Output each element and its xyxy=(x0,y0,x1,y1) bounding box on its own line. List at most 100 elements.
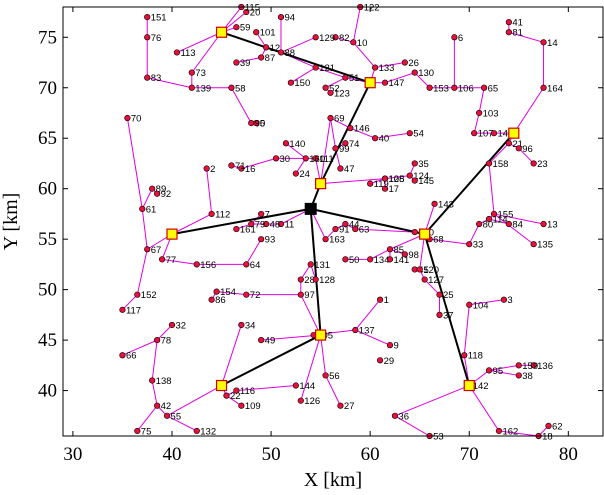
node-label: 56 xyxy=(329,371,340,382)
node-label: 66 xyxy=(126,351,137,362)
node-label: 21 xyxy=(512,139,523,150)
node-marker xyxy=(168,321,176,329)
branch-edge xyxy=(355,329,391,346)
branch-edge xyxy=(424,279,440,296)
node-label: 89 xyxy=(156,184,167,195)
branch-edge xyxy=(350,127,376,139)
node-marker xyxy=(233,59,240,66)
x-tick-label: 80 xyxy=(559,444,578,465)
node-label: 71 xyxy=(235,161,246,172)
node-label: 96 xyxy=(522,144,533,155)
node-marker xyxy=(540,220,547,228)
node-label: 85 xyxy=(393,245,404,256)
node-label: 104 xyxy=(473,300,489,311)
node-marker xyxy=(233,387,240,394)
y-tick-label: 50 xyxy=(38,280,57,301)
node-marker xyxy=(342,140,349,147)
branch-edge xyxy=(126,117,143,209)
node-marker xyxy=(451,34,458,41)
node-marker xyxy=(188,69,195,76)
node-label: 115 xyxy=(245,3,260,14)
branch-edge xyxy=(468,385,500,432)
node-label: 156 xyxy=(200,260,216,271)
node-marker xyxy=(312,64,319,71)
node-label: 86 xyxy=(215,295,226,306)
node-label: 113 xyxy=(180,48,195,59)
node-marker xyxy=(243,291,250,298)
node-marker xyxy=(515,362,522,369)
cluster-head-marker xyxy=(166,228,178,240)
node-marker xyxy=(386,342,394,349)
branch-edge xyxy=(473,112,480,134)
node-label: 129 xyxy=(319,33,335,44)
node-marker xyxy=(312,34,319,41)
node-label: 98 xyxy=(408,250,419,261)
node-marker xyxy=(386,256,394,263)
node-label: 30 xyxy=(280,154,291,165)
node-label: 3 xyxy=(507,295,512,306)
node-marker xyxy=(144,13,151,21)
node-label: 92 xyxy=(161,189,172,200)
node-label: 139 xyxy=(195,83,211,94)
branch-edge xyxy=(176,31,222,53)
node-marker xyxy=(490,130,498,137)
node-marker xyxy=(401,251,408,258)
node-marker xyxy=(530,160,537,167)
node-marker xyxy=(228,162,235,169)
node-label: 1 xyxy=(384,295,389,306)
node-label: 37 xyxy=(443,310,454,321)
node-marker xyxy=(327,89,334,96)
branch-edge xyxy=(493,213,544,225)
node-label: 141 xyxy=(393,255,409,266)
node-label: 32 xyxy=(175,320,186,331)
branch-edge xyxy=(488,142,510,164)
trunk-edge xyxy=(221,334,322,387)
node-label: 158 xyxy=(493,159,509,170)
x-tick-label: 30 xyxy=(63,444,82,465)
node-label: 144 xyxy=(299,381,315,392)
node-label: 51 xyxy=(349,73,360,84)
node-marker xyxy=(228,84,235,91)
branch-edge xyxy=(280,36,316,53)
node-marker xyxy=(372,64,379,71)
node-marker xyxy=(476,109,483,117)
node-marker xyxy=(466,301,473,308)
branch-edge xyxy=(191,31,222,73)
node-marker xyxy=(277,13,285,21)
y-tick-label: 75 xyxy=(38,27,57,48)
cluster-head-marker xyxy=(215,26,228,38)
node-marker xyxy=(243,261,250,268)
node-label: 58 xyxy=(235,83,246,94)
node-label: 99 xyxy=(339,144,350,155)
branch-edge xyxy=(221,324,242,386)
node-marker xyxy=(134,291,141,298)
node-label: 80 xyxy=(483,220,494,231)
branch-edge xyxy=(122,294,138,311)
node-label: 29 xyxy=(384,356,395,367)
node-marker xyxy=(272,155,280,162)
branch-edge xyxy=(162,258,197,265)
node-marker xyxy=(337,165,344,172)
node-label: 120 xyxy=(423,265,439,276)
y-tick-label: 55 xyxy=(38,229,57,250)
node-label: 54 xyxy=(413,129,424,140)
node-marker xyxy=(376,357,384,364)
node-label: 127 xyxy=(428,275,444,286)
branch-edge xyxy=(325,375,341,406)
node-marker xyxy=(322,84,329,91)
node-label: 94 xyxy=(284,13,295,24)
x-tick-label: 50 xyxy=(262,444,281,465)
node-label: 138 xyxy=(156,376,172,387)
branch-edge xyxy=(352,42,376,68)
branch-edge xyxy=(498,430,539,436)
node-marker xyxy=(119,352,126,359)
node-label: 14 xyxy=(547,38,558,49)
branch-edge xyxy=(394,415,430,436)
node-marker xyxy=(292,170,299,177)
node-label: 39 xyxy=(240,58,251,69)
node-marker xyxy=(490,210,498,218)
node-marker xyxy=(350,39,357,46)
trunk-edge xyxy=(423,233,471,386)
node-marker xyxy=(144,246,151,253)
